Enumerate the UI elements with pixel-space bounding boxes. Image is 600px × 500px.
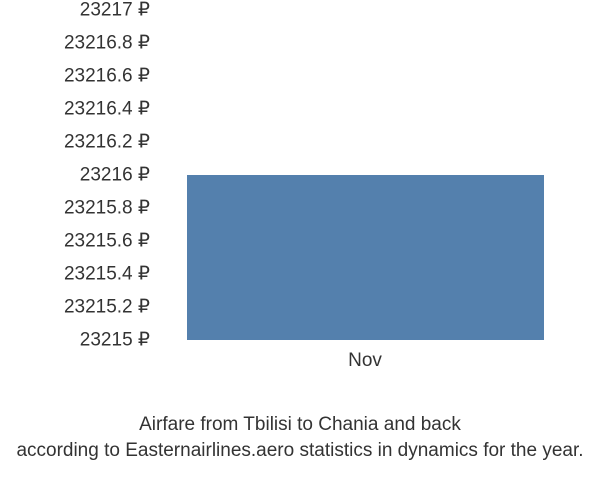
y-tick-label: 23216 ₽ <box>80 164 150 187</box>
y-tick-label: 23215.2 ₽ <box>64 296 150 319</box>
y-tick-label: 23215.8 ₽ <box>64 197 150 220</box>
y-axis: 23217 ₽23216.8 ₽23216.6 ₽23216.4 ₽23216.… <box>20 10 150 390</box>
chart-caption: Airfare from Tbilisi to Chania and back … <box>0 412 600 465</box>
x-tick-label: Nov <box>348 350 382 372</box>
plot-area <box>155 10 575 340</box>
y-tick-label: 23215.4 ₽ <box>64 263 150 286</box>
caption-line-2: according to Easternairlines.aero statis… <box>10 438 590 465</box>
x-axis: Nov <box>155 345 575 375</box>
y-tick-label: 23215.6 ₽ <box>64 230 150 253</box>
y-tick-label: 23217 ₽ <box>80 0 150 22</box>
bar <box>187 175 544 340</box>
airfare-chart: 23217 ₽23216.8 ₽23216.6 ₽23216.4 ₽23216.… <box>20 10 580 390</box>
y-tick-label: 23216.4 ₽ <box>64 98 150 121</box>
y-tick-label: 23215 ₽ <box>80 329 150 352</box>
y-tick-label: 23216.6 ₽ <box>64 65 150 88</box>
caption-line-1: Airfare from Tbilisi to Chania and back <box>10 412 590 439</box>
y-tick-label: 23216.8 ₽ <box>64 32 150 55</box>
y-tick-label: 23216.2 ₽ <box>64 131 150 154</box>
